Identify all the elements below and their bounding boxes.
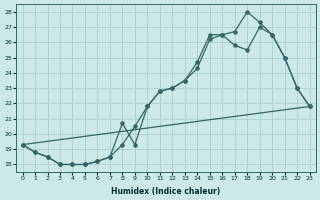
X-axis label: Humidex (Indice chaleur): Humidex (Indice chaleur) — [111, 187, 221, 196]
